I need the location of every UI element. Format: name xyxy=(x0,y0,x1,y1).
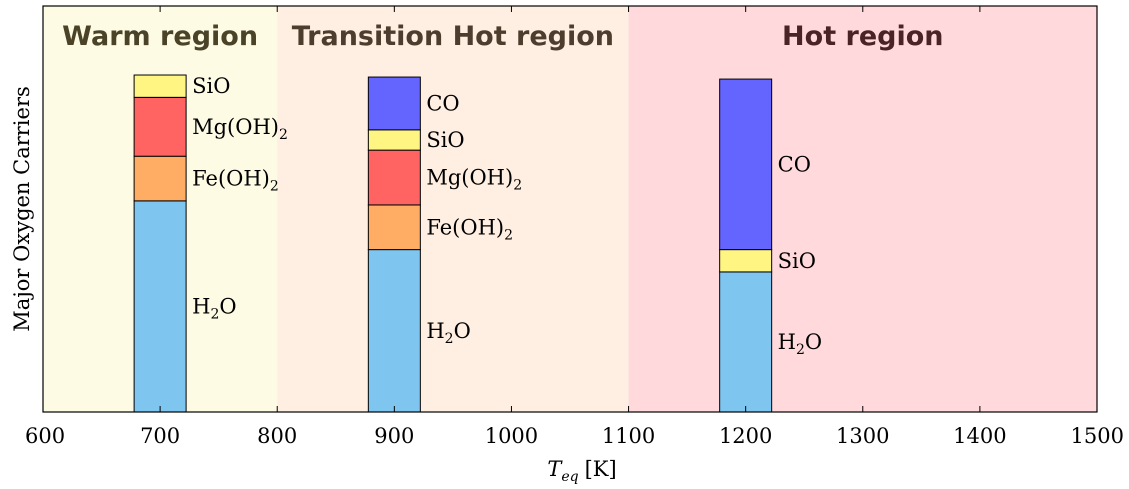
segment-label-base: Mg(OH) xyxy=(426,166,513,190)
region-title-0: Warm region xyxy=(62,21,258,52)
x-axis-label-sub: eq xyxy=(561,469,578,485)
x-tick-label-1: 700 xyxy=(140,424,180,448)
segment-label-sub: 2 xyxy=(210,306,219,322)
segment-label-base: H xyxy=(426,319,444,343)
x-tick-label-0: 600 xyxy=(25,424,65,448)
bar-segment-1-0 xyxy=(367,249,421,413)
segment-label-sub: 2 xyxy=(513,178,522,194)
segment-labels-layer: H2OFe(OH)2Mg(OH)2SiOH2OFe(OH)2Mg(OH)2SiO… xyxy=(192,74,822,358)
segment-label-sub: 2 xyxy=(504,227,513,243)
segment-label-1-4: CO xyxy=(426,91,459,115)
bar-segment-0-0 xyxy=(133,200,187,413)
x-axis-label-main: T xyxy=(547,457,563,481)
bar-segment-2-2 xyxy=(719,78,773,251)
plot-frame xyxy=(42,5,1098,413)
segment-label-sub: 2 xyxy=(279,127,288,143)
y-axis-label: Major Oxygen Carriers xyxy=(10,86,34,332)
segment-label-base: SiO xyxy=(192,74,230,98)
segment-label-sub: 2 xyxy=(445,331,454,347)
segment-label-base: SiO xyxy=(426,128,464,152)
x-tick-label-7: 1300 xyxy=(836,424,889,448)
segment-label-sub: 2 xyxy=(270,179,279,195)
region-background-2 xyxy=(628,6,1097,412)
x-tick-label-9: 1500 xyxy=(1071,424,1124,448)
segment-label-0-0: H2O xyxy=(192,294,236,322)
segment-label-base: CO xyxy=(778,152,811,176)
segment-label-base: H xyxy=(778,330,796,354)
segment-label-1-2: Mg(OH)2 xyxy=(426,166,522,194)
segment-label-1-3: SiO xyxy=(426,128,464,152)
segment-label-0-1: Fe(OH)2 xyxy=(192,167,279,195)
x-tick-label-4: 1000 xyxy=(485,424,538,448)
segment-label-1-0: H2O xyxy=(426,319,470,347)
x-tick-label-8: 1400 xyxy=(953,424,1006,448)
region-background-1 xyxy=(277,6,629,412)
bar-segment-0-2 xyxy=(133,96,187,157)
x-axis-ticks: 600 700 800 900 1000 1100 1200 1300 1400 1500 xyxy=(25,6,1124,448)
segment-label-tail: O xyxy=(219,294,236,318)
segment-label-2-0: H2O xyxy=(778,330,822,358)
segment-label-tail: O xyxy=(805,330,822,354)
bar-segment-1-1 xyxy=(367,204,421,251)
bar-segment-1-4 xyxy=(367,76,421,131)
segment-label-sub: 2 xyxy=(796,342,805,358)
region-title-2: Hot region xyxy=(782,21,943,52)
bar-segment-0-3 xyxy=(133,74,187,98)
regions-layer: Warm region Transition Hot region Hot regi… xyxy=(43,6,1097,412)
segment-label-base: Fe(OH) xyxy=(192,167,270,191)
x-axis-label-unit: [K] xyxy=(585,457,617,481)
segment-label-1-1: Fe(OH)2 xyxy=(426,215,513,243)
segment-label-base: Fe(OH) xyxy=(426,215,504,239)
segment-label-2-2: CO xyxy=(778,152,811,176)
segment-label-base: SiO xyxy=(778,249,816,273)
bar-segment-2-1 xyxy=(719,249,773,273)
bars-layer xyxy=(133,74,773,413)
segment-label-tail: O xyxy=(454,319,471,343)
segment-label-0-3: SiO xyxy=(192,74,230,98)
x-tick-label-6: 1200 xyxy=(719,424,772,448)
bar-segment-0-1 xyxy=(133,155,187,202)
bar-segment-2-0 xyxy=(719,271,773,413)
region-title-1: Transition Hot region xyxy=(292,21,614,52)
segment-label-0-2: Mg(OH)2 xyxy=(192,115,288,143)
bar-segment-1-2 xyxy=(367,149,421,206)
x-tick-label-3: 900 xyxy=(374,424,414,448)
x-tick-label-2: 800 xyxy=(257,424,297,448)
segment-label-2-1: SiO xyxy=(778,249,816,273)
segment-label-base: H xyxy=(192,294,210,318)
x-tick-label-5: 1100 xyxy=(602,424,655,448)
x-axis-label: Teq [K] xyxy=(547,457,616,485)
segment-label-base: CO xyxy=(426,91,459,115)
segment-label-base: Mg(OH) xyxy=(192,115,279,139)
bar-segment-1-3 xyxy=(367,129,421,151)
